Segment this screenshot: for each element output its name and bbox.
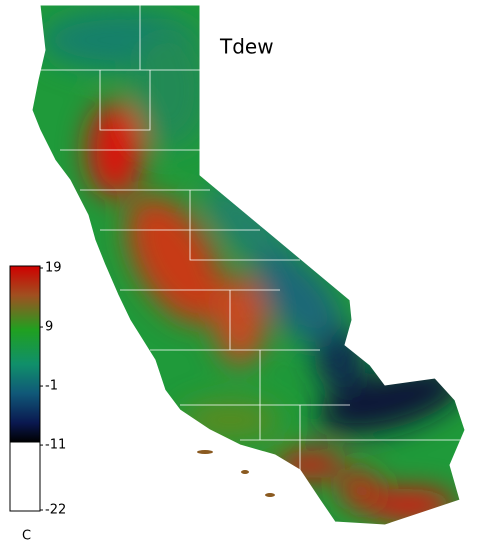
state-outline — [31, 4, 466, 526]
colorbar — [9, 265, 41, 512]
legend-unit: C — [22, 529, 31, 544]
islands — [197, 450, 275, 497]
colorbar-tick-label: -1 — [45, 379, 58, 394]
colorbar-tick-label: -22 — [45, 503, 66, 518]
colorbar-tick-label: -11 — [45, 438, 66, 453]
colorbar-tick-label: 19 — [45, 261, 62, 276]
county-lines — [40, 5, 460, 470]
colorbar-tick-label: 9 — [45, 320, 53, 335]
map-title: Tdew — [219, 35, 274, 59]
